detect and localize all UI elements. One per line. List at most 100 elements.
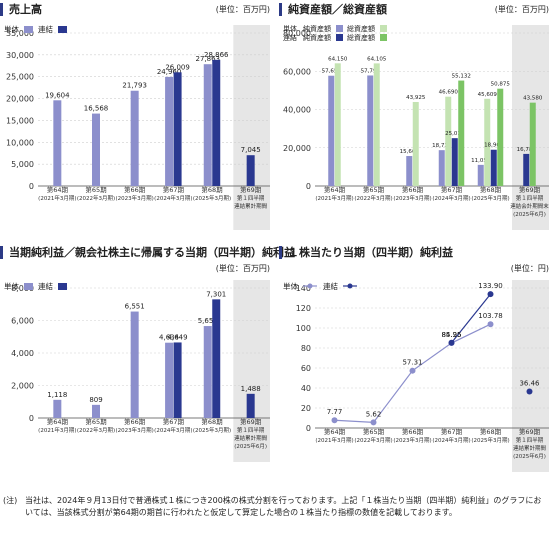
x-tick-label: (2021年3月期) xyxy=(38,426,76,434)
data-label: 64,150 xyxy=(328,56,348,62)
legend-swatch xyxy=(380,34,387,41)
x-tick-label: 第69期 xyxy=(519,427,541,436)
x-tick-label: (2025年3月期) xyxy=(471,436,509,444)
data-label: 133.90 xyxy=(478,282,503,290)
panel-title: 売上高 xyxy=(0,3,42,16)
y-tick-label: 4,000 xyxy=(11,349,34,358)
x-tick-label: 第68期 xyxy=(480,427,502,436)
data-label: 43,580 xyxy=(523,96,543,102)
y-tick-label: 0 xyxy=(306,182,311,191)
bar xyxy=(497,88,504,186)
x-tick-label: 第68期 xyxy=(480,185,502,194)
legend-label: 総資産額 xyxy=(347,24,375,33)
x-tick-label: (2022年3月期) xyxy=(77,426,115,434)
legend-label: 連結 xyxy=(323,281,338,291)
bar xyxy=(246,393,255,418)
y-tick-label: 40 xyxy=(301,384,311,393)
x-tick-label: 第69期 xyxy=(519,185,541,194)
y-tick-label: 120 xyxy=(296,304,311,313)
x-tick-label: 第67期 xyxy=(441,185,463,194)
bar xyxy=(490,149,497,186)
y-tick-label: 15,000 xyxy=(6,116,34,125)
x-tick-label: 第67期 xyxy=(163,417,185,426)
y-tick-label: 20,000 xyxy=(6,95,34,104)
bar xyxy=(373,63,380,187)
y-tick-label: 0 xyxy=(29,414,34,423)
panel-net-income: 当期純利益／親会社株主に帰属する当期（四半期）純利益 (単位：百万円) 0 2,0… xyxy=(0,246,295,488)
legend: 単体 連結 xyxy=(283,281,357,291)
bar xyxy=(130,311,139,418)
legend-label: 総資産額 xyxy=(347,33,375,42)
x-tick-label: 第66期 xyxy=(124,417,146,426)
data-label: 18,968 xyxy=(484,143,504,149)
legend: 単体 連結 xyxy=(4,24,67,34)
legend-label: 単体 xyxy=(4,281,19,291)
x-tick-label: (2021年3月期) xyxy=(38,194,76,202)
data-label: 36.46 xyxy=(519,380,540,388)
data-label: 46,690 xyxy=(439,90,459,96)
panel-eps: １株当たり当期（四半期）純利益 (単位：円) 0 20 40 60 80 100 120 14… xyxy=(279,246,551,488)
x-tick-label: (2024年3月期) xyxy=(154,194,192,202)
bar xyxy=(165,342,174,418)
bar xyxy=(328,75,335,186)
bar xyxy=(246,155,255,186)
legend-swatch xyxy=(380,25,387,32)
x-tick-label: 第67期 xyxy=(441,427,463,436)
x-tick-label: (2025年6月) xyxy=(513,452,546,460)
y-tick-label: 60 xyxy=(301,364,311,373)
data-point xyxy=(487,291,494,298)
legend-swatch xyxy=(58,26,67,33)
data-label: 27,863 xyxy=(196,55,221,63)
x-tick-label: (2022年3月期) xyxy=(354,436,392,444)
data-point xyxy=(370,419,377,426)
data-label: 16,783 xyxy=(517,147,537,153)
y-tick-label: 80 xyxy=(301,344,311,353)
x-tick-label: 第64期 xyxy=(47,185,69,194)
y-tick-label: 0 xyxy=(306,424,311,433)
x-tick-label: 第68期 xyxy=(201,185,223,194)
bar xyxy=(438,150,445,186)
bar xyxy=(173,342,182,418)
legend-swatch xyxy=(58,283,67,290)
chart-svg: 0 5,000 10,000 15,000 20,000 25,000 30,000 35,0… xyxy=(4,24,270,230)
data-label: 45,609 xyxy=(478,92,498,98)
x-tick-label: (2022年3月期) xyxy=(354,194,392,202)
legend-swatch xyxy=(24,26,33,33)
x-tick-label: 第65期 xyxy=(85,417,107,426)
unit-label: (単位：円) xyxy=(510,264,549,273)
x-tick-label: (2025年3月期) xyxy=(471,194,509,202)
data-label: 7.77 xyxy=(327,408,343,416)
bar xyxy=(412,101,419,186)
y-tick-label: 10,000 xyxy=(6,138,34,147)
x-tick-label: 第１四半期 xyxy=(237,194,265,202)
legend-swatch xyxy=(336,25,343,32)
bar xyxy=(484,98,491,186)
panel-title: 当期純利益／親会社株主に帰属する当期（四半期）純利益 xyxy=(0,246,295,259)
data-label: 50,875 xyxy=(491,82,511,88)
bar xyxy=(203,64,212,186)
data-label: 4,649 xyxy=(168,333,188,341)
x-tick-label: 第１四半期 xyxy=(516,194,544,202)
legend-label: 連結 xyxy=(283,33,297,42)
x-tick-label: (2024年3月期) xyxy=(154,426,192,434)
y-tick-label: 20,000 xyxy=(283,144,311,153)
bar xyxy=(165,76,174,186)
legend-label: 単体 xyxy=(283,24,297,33)
data-label: 809 xyxy=(89,396,102,404)
chart-svg: 0 20,000 40,000 60,000 80,000 第64期(2021年3月期) 第… xyxy=(283,24,549,230)
x-tick-label: (2023年3月期) xyxy=(393,436,431,444)
chart-svg: 020406080100120140第64期(2021年3月期)第65期(202… xyxy=(283,280,549,472)
x-tick-label: 第65期 xyxy=(85,185,107,194)
data-label: 1,118 xyxy=(47,391,67,399)
y-tick-label: 35,000 xyxy=(6,29,34,38)
bar xyxy=(53,100,62,186)
data-label: 16,568 xyxy=(84,105,109,113)
highlight-band xyxy=(233,280,270,462)
data-label: 103.78 xyxy=(478,312,503,320)
legend-label: 単体 xyxy=(4,24,19,34)
data-label: 57.31 xyxy=(402,359,422,367)
data-label: 7,045 xyxy=(241,146,261,154)
x-tick-label: 第65期 xyxy=(363,427,385,436)
unit-label: (単位：百万円) xyxy=(215,5,270,14)
